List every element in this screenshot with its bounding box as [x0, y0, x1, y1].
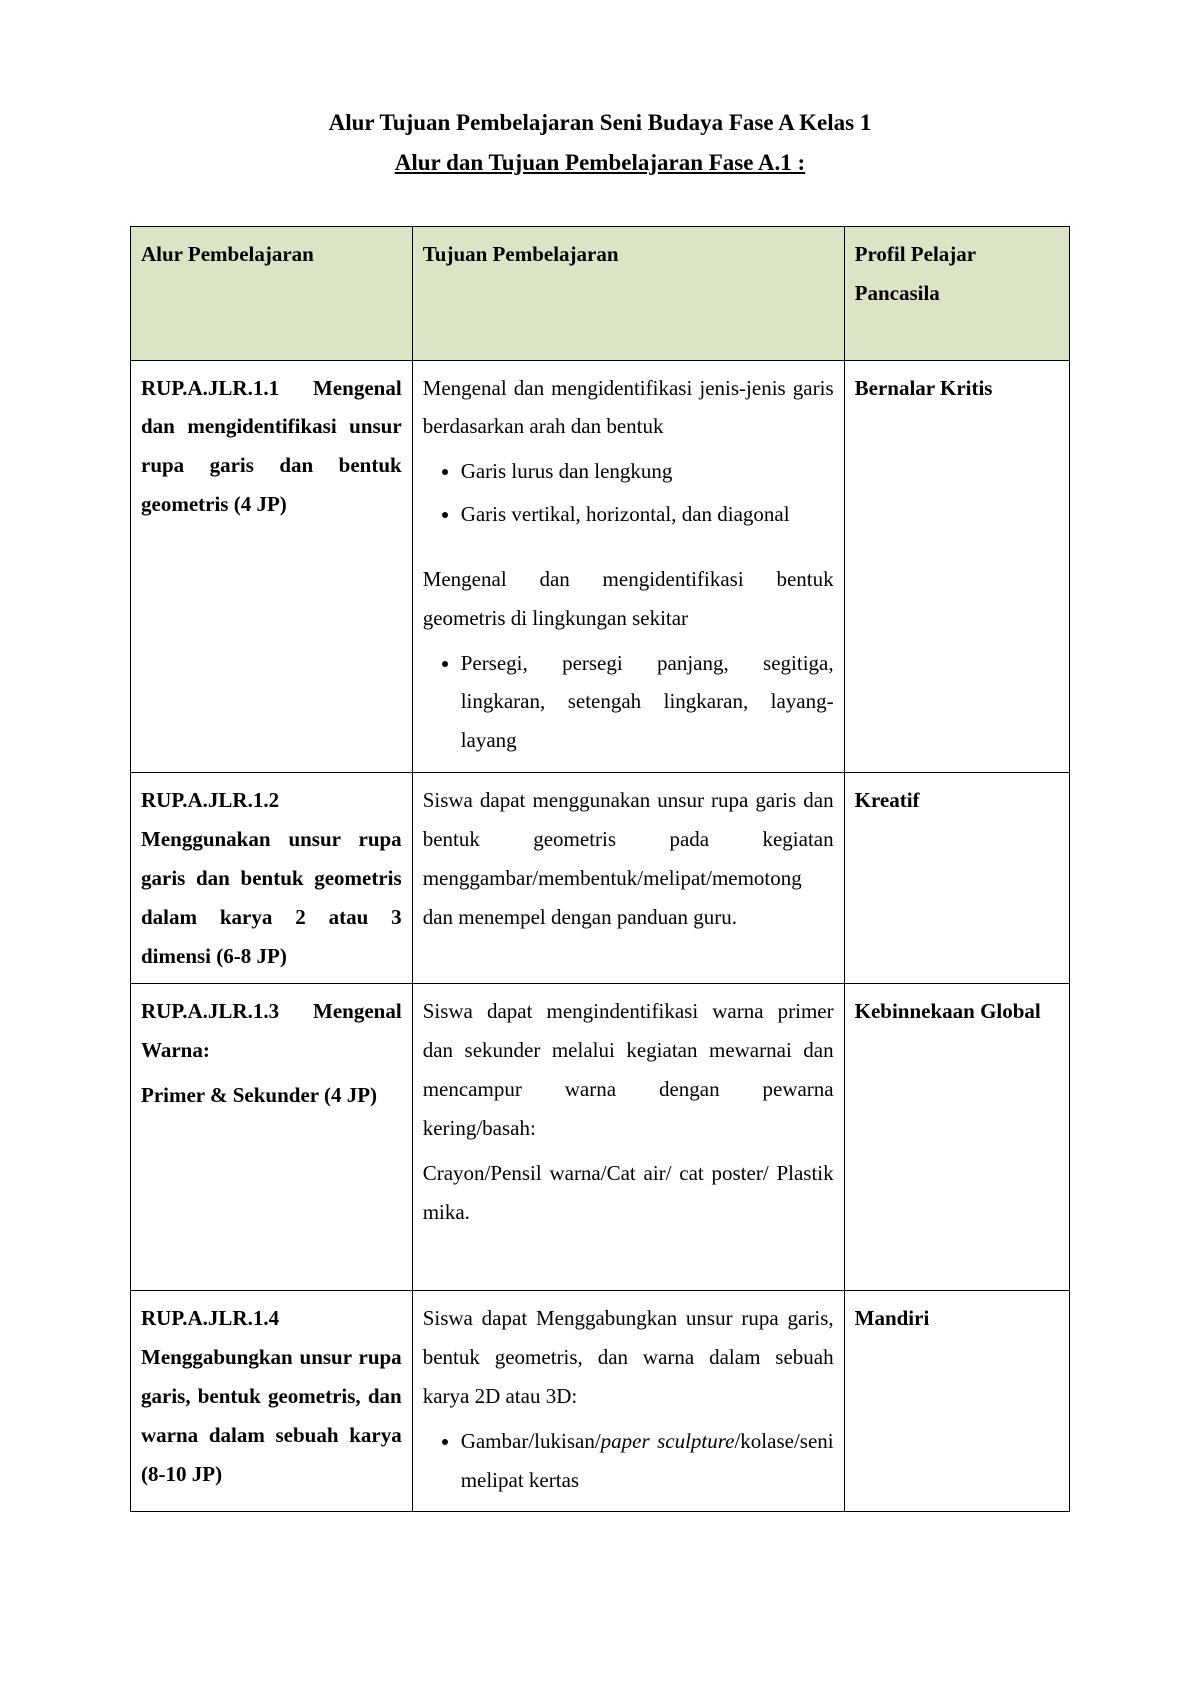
- title-line-1: Alur Tujuan Pembelajaran Seni Budaya Fas…: [130, 110, 1070, 136]
- table-row: RUP.A.JLR.1.3 Mengenal Warna: Primer & S…: [131, 984, 1070, 1291]
- bullet-list-4: Gambar/lukisan/paper sculpture/kolase/se…: [461, 1422, 834, 1500]
- alur-cell-2: RUP.A.JLR.1.2 Menggunakan unsur rupa gar…: [131, 773, 413, 984]
- tujuan-intro-1b: Mengenal dan mengidentifikasi bentuk geo…: [423, 560, 834, 638]
- title-block: Alur Tujuan Pembelajaran Seni Budaya Fas…: [130, 110, 1070, 176]
- alur-cell-1: RUP.A.JLR.1.1 Mengenal dan mengidentifik…: [131, 360, 413, 773]
- alur-text-3a: RUP.A.JLR.1.3 Mengenal Warna:: [141, 992, 402, 1070]
- tujuan-cell-4: Siswa dapat Menggabungkan unsur rupa gar…: [412, 1291, 844, 1512]
- table-header-row: Alur Pembelajaran Tujuan Pembelajaran Pr…: [131, 227, 1070, 361]
- tujuan-text-3b: Crayon/Pensil warna/Cat air/ cat poster/…: [423, 1154, 834, 1232]
- tujuan-intro-4: Siswa dapat Menggabungkan unsur rupa gar…: [423, 1299, 834, 1416]
- bullet-list-1a: Garis lurus dan lengkung Garis vertikal,…: [461, 452, 834, 534]
- curriculum-table: Alur Pembelajaran Tujuan Pembelajaran Pr…: [130, 226, 1070, 1512]
- table-row: RUP.A.JLR.1.1 Mengenal dan mengidentifik…: [131, 360, 1070, 773]
- alur-cell-4: RUP.A.JLR.1.4 Menggabungkan unsur rupa g…: [131, 1291, 413, 1512]
- header-alur: Alur Pembelajaran: [131, 227, 413, 361]
- alur-text-3b: Primer & Sekunder (4 JP): [141, 1076, 402, 1115]
- profil-cell-4: Mandiri: [844, 1291, 1069, 1512]
- bullet-item: Gambar/lukisan/paper sculpture/kolase/se…: [461, 1422, 834, 1500]
- spacer-3: [423, 1237, 834, 1276]
- tujuan-cell-3: Siswa dapat mengindentifikasi warna prim…: [412, 984, 844, 1291]
- bullet-item: Garis vertikal, horizontal, dan diagonal: [461, 495, 834, 534]
- profil-cell-1: Bernalar Kritis: [844, 360, 1069, 773]
- bullet-list-1b: Persegi, persegi panjang, segitiga, ling…: [461, 644, 834, 761]
- page-container: Alur Tujuan Pembelajaran Seni Budaya Fas…: [0, 0, 1200, 1698]
- tujuan-cell-1: Mengenal dan mengidentifikasi jenis-jeni…: [412, 360, 844, 773]
- alur-cell-3: RUP.A.JLR.1.3 Mengenal Warna: Primer & S…: [131, 984, 413, 1291]
- bullet-item: Persegi, persegi panjang, segitiga, ling…: [461, 644, 834, 761]
- title-line-2: Alur dan Tujuan Pembelajaran Fase A.1 :: [130, 150, 1070, 176]
- alur-text-2: RUP.A.JLR.1.2 Menggunakan unsur rupa gar…: [141, 781, 402, 975]
- tujuan-intro-1a: Mengenal dan mengidentifikasi jenis-jeni…: [423, 369, 834, 447]
- tujuan-text-3a: Siswa dapat mengindentifikasi warna prim…: [423, 992, 834, 1147]
- header-tujuan: Tujuan Pembelajaran: [412, 227, 844, 361]
- table-row: RUP.A.JLR.1.2 Menggunakan unsur rupa gar…: [131, 773, 1070, 984]
- profil-cell-3: Kebinnekaan Global: [844, 984, 1069, 1291]
- table-row: RUP.A.JLR.1.4 Menggabungkan unsur rupa g…: [131, 1291, 1070, 1512]
- profil-cell-2: Kreatif: [844, 773, 1069, 984]
- bullet-item: Garis lurus dan lengkung: [461, 452, 834, 491]
- tujuan-cell-2: Siswa dapat menggunakan unsur rupa garis…: [412, 773, 844, 984]
- header-profil: Profil Pelajar Pancasila: [844, 227, 1069, 361]
